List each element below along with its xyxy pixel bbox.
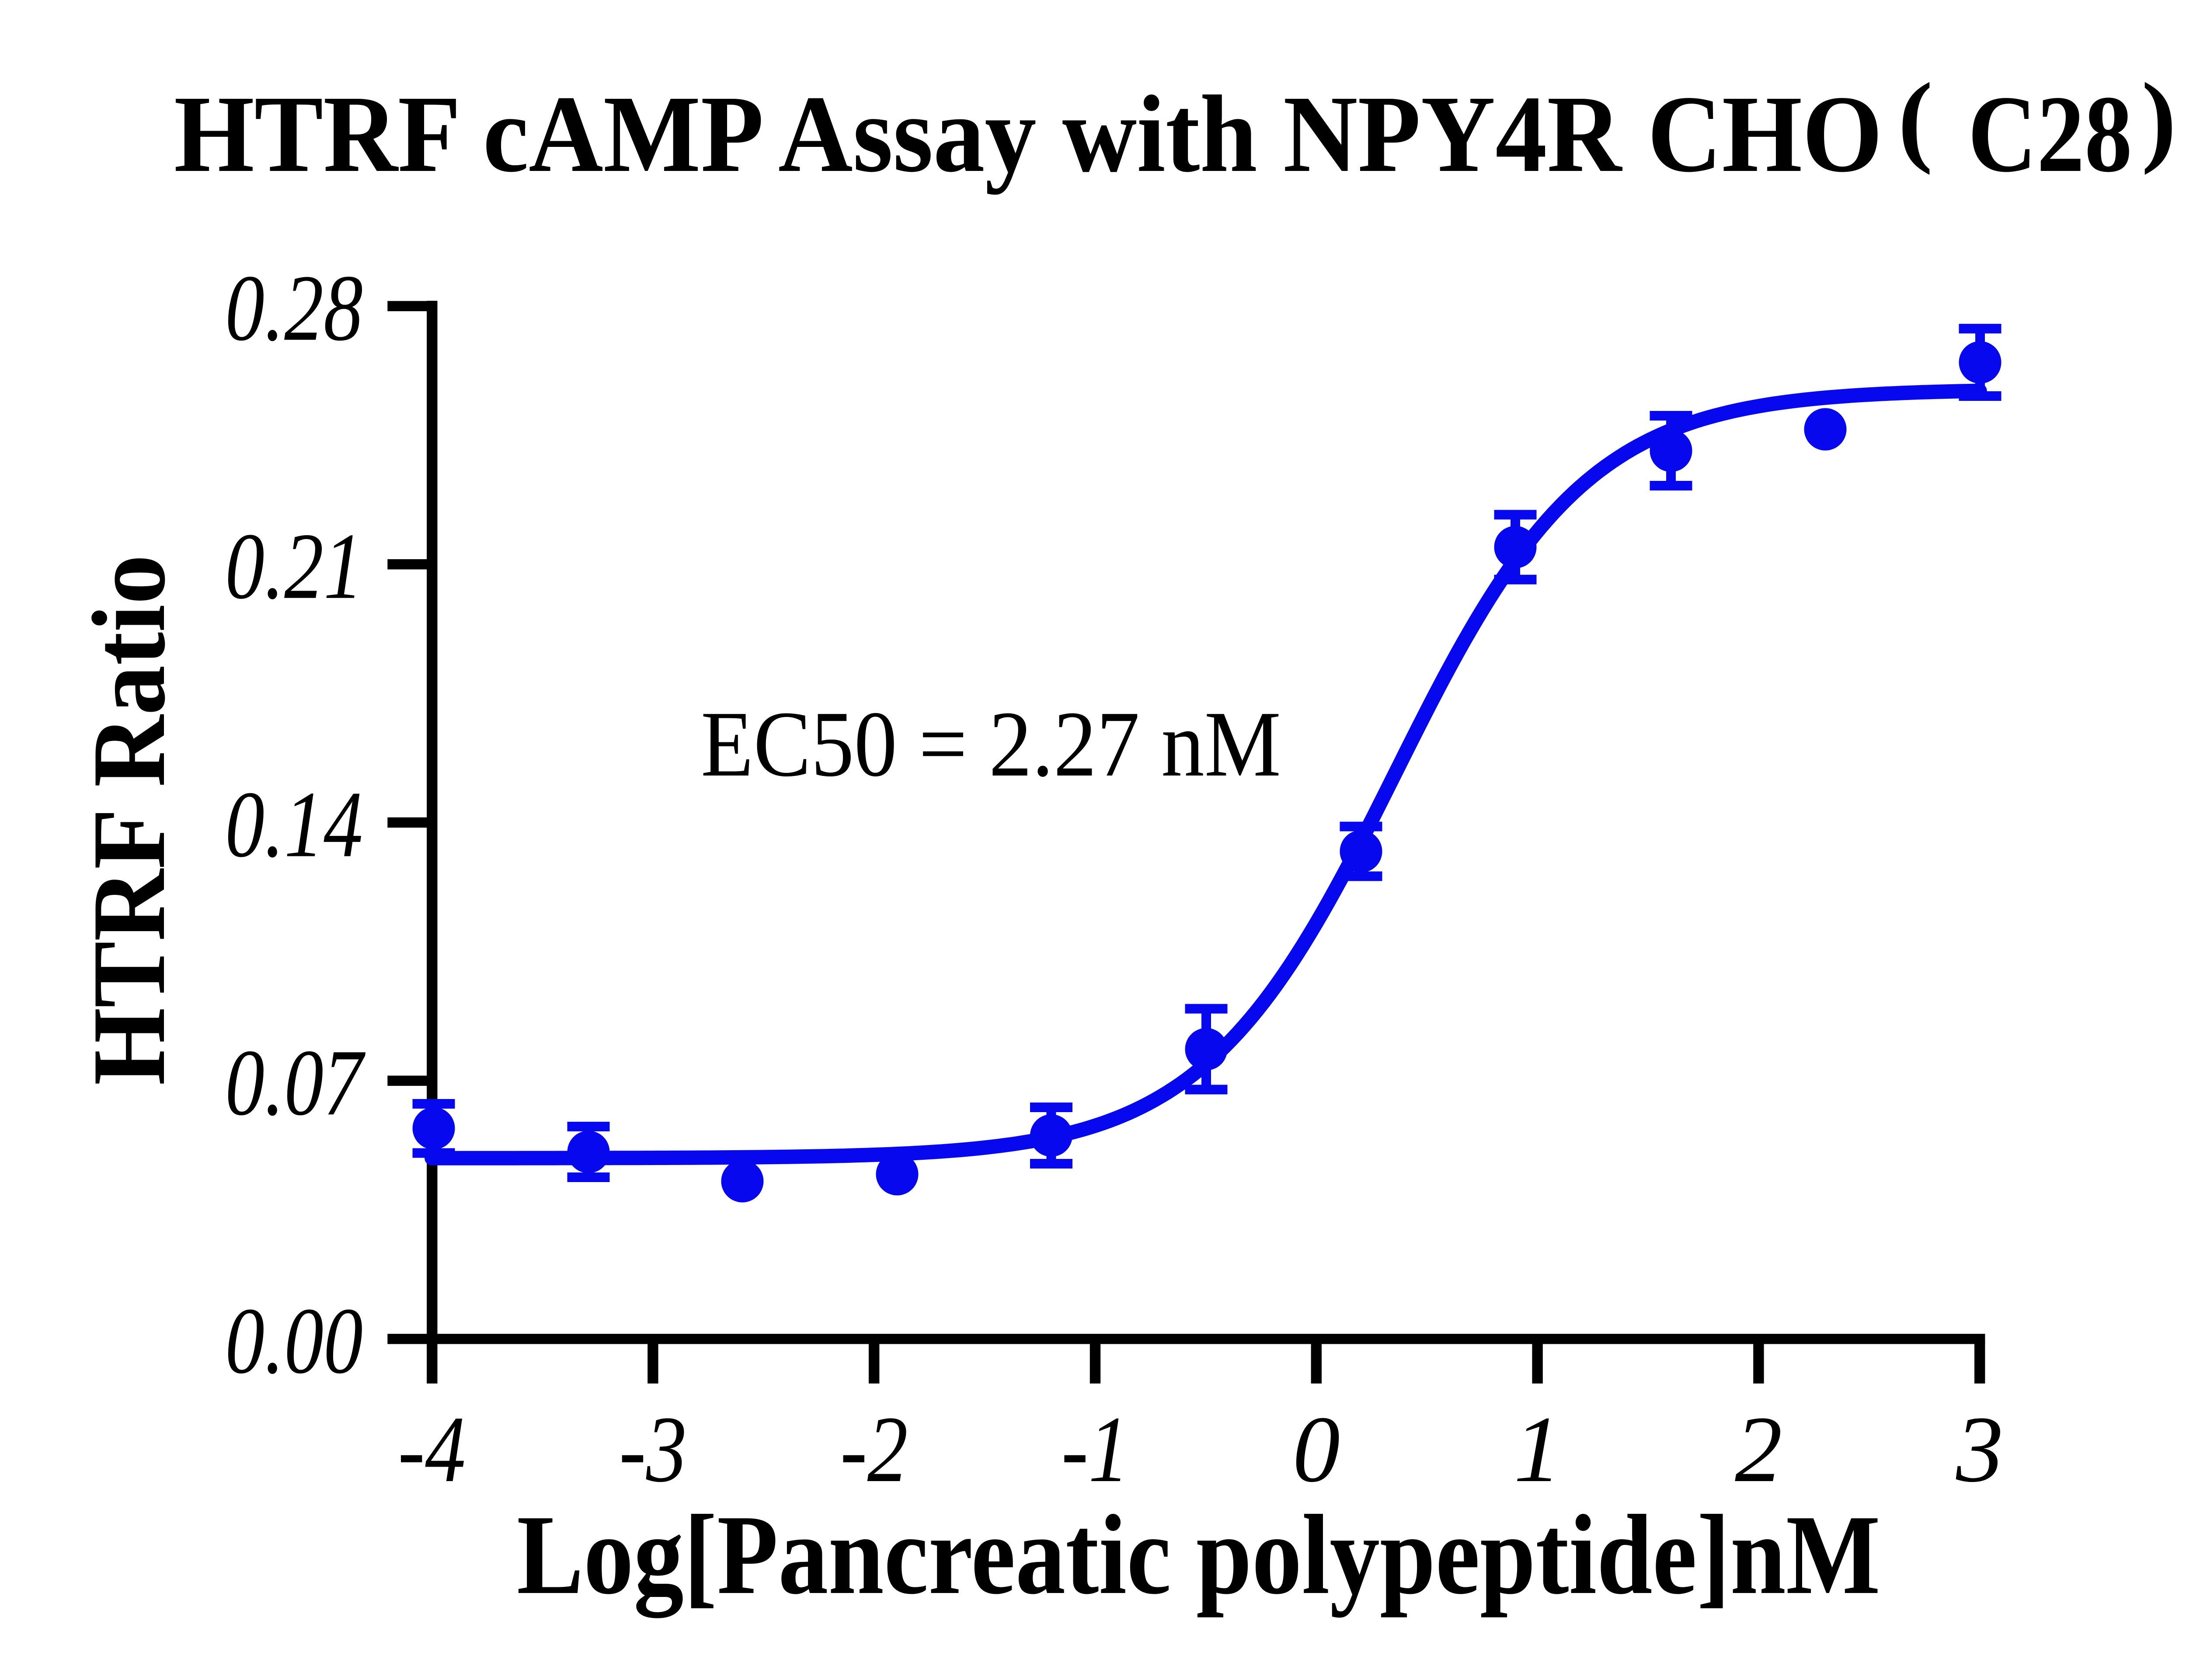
svg-text:3: 3: [1956, 1397, 2004, 1502]
svg-text:C28: C28: [1968, 73, 2132, 195]
svg-text:0: 0: [1293, 1397, 1340, 1502]
svg-text:1: 1: [1514, 1397, 1561, 1502]
svg-text:-3: -3: [619, 1397, 687, 1502]
svg-text:-2: -2: [840, 1397, 908, 1502]
svg-text:0.07: 0.07: [225, 1030, 365, 1135]
svg-text:0.14: 0.14: [225, 772, 363, 877]
svg-text:(: (: [1898, 62, 1933, 175]
svg-text:2: 2: [1735, 1397, 1782, 1502]
svg-text:-1: -1: [1062, 1397, 1129, 1502]
svg-text:0.21: 0.21: [225, 514, 363, 619]
svg-text:HTRF cAMP Assay with NPY4R CHO: HTRF cAMP Assay with NPY4R CHO: [174, 73, 1883, 195]
svg-text:EC50 = 2.27 nM: EC50 = 2.27 nM: [701, 692, 1281, 796]
svg-text:): ): [2141, 62, 2176, 175]
svg-text:0.00: 0.00: [225, 1288, 363, 1393]
svg-text:Log[Pancreatic polypeptide]nM: Log[Pancreatic polypeptide]nM: [517, 1492, 1880, 1620]
svg-text:HTRF Ratio: HTRF Ratio: [71, 555, 187, 1085]
svg-text:0.28: 0.28: [225, 255, 363, 360]
svg-text:-4: -4: [398, 1397, 466, 1502]
